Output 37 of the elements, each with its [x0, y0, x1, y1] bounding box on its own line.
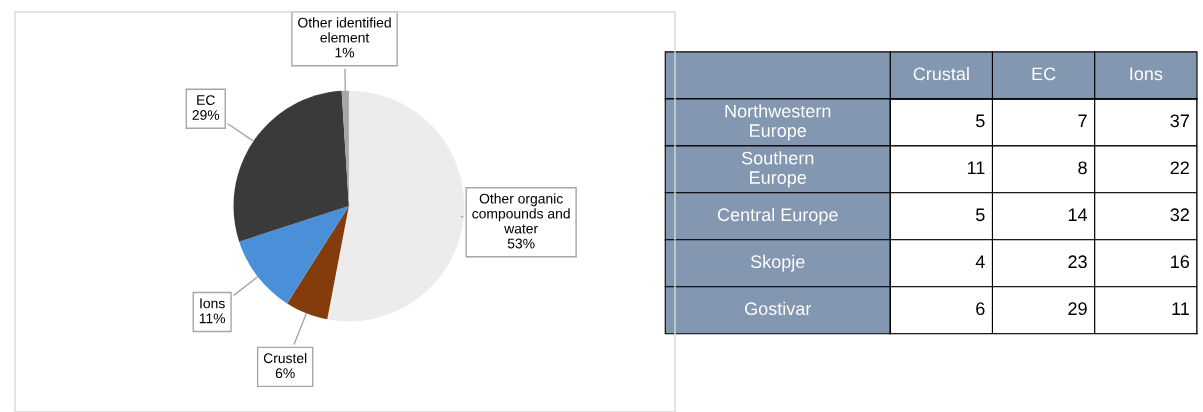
x-tick-label: Crustal: [913, 66, 969, 81]
data-label: 6%: [275, 368, 295, 379]
y-tick-label: Skopje: [750, 254, 805, 272]
data-label: 6: [976, 302, 985, 316]
x-tick-label: Ions: [1130, 67, 1163, 81]
data-label: 53%: [507, 238, 535, 249]
data-label: 11: [1172, 302, 1189, 315]
pie-slice: [287, 206, 349, 320]
slice-label: Ions: [200, 298, 225, 309]
data-label: 22: [1170, 161, 1189, 174]
data-label: 11: [967, 161, 985, 174]
data-label: 37: [1170, 114, 1189, 128]
data-label: 11%: [199, 313, 226, 324]
data-label: 5: [976, 208, 985, 222]
data-label: 14: [1068, 208, 1088, 221]
data-label: 29: [1068, 302, 1087, 316]
slice-label: Other identified element: [298, 17, 391, 43]
data-label: 23: [1068, 255, 1087, 269]
data-label: 1%: [335, 47, 355, 58]
data-label: 32: [1170, 208, 1189, 222]
data-label: 5: [976, 114, 985, 128]
pie-slice: [239, 206, 349, 304]
x-tick-label: EC: [1032, 67, 1056, 81]
data-label: 8: [1078, 161, 1087, 175]
y-tick-label: Northwestern Europe: [725, 104, 831, 141]
y-tick-label: Southern Europe: [741, 151, 814, 188]
pie-slice: [233, 90, 349, 242]
y-tick-label: Gostivar: [745, 301, 812, 316]
data-label: 16: [1171, 255, 1190, 269]
pie-slice: [327, 90, 465, 322]
slice-label: Crustel: [263, 352, 307, 364]
slice-label: EC: [197, 95, 215, 105]
data-label: 29%: [192, 110, 220, 120]
data-label: 4: [975, 255, 985, 268]
data-label: 7: [1078, 114, 1087, 128]
y-tick-label: Central Europe: [717, 207, 838, 225]
slice-label: Other organic compounds and water: [472, 193, 570, 234]
